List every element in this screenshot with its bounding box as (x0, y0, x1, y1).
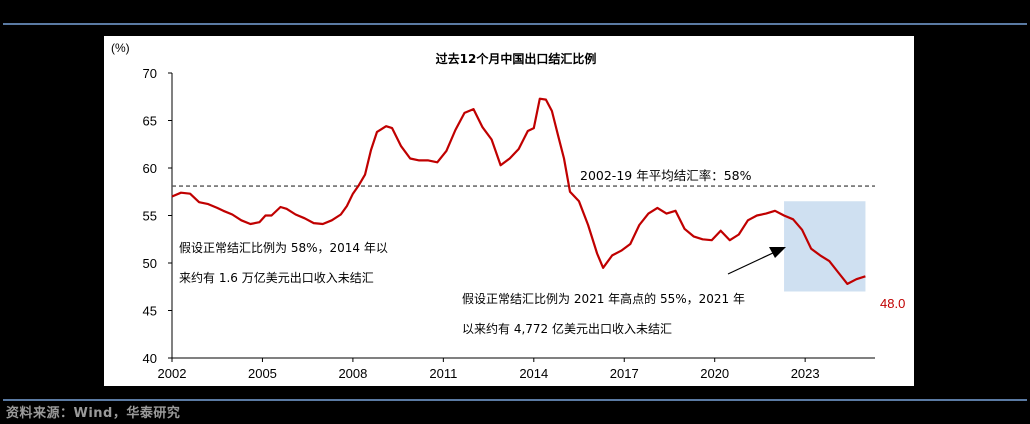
annotation-note-1-line-2: 来约有 1.6 万亿美元出口收入未结汇 (179, 270, 374, 285)
export-settlement-ratio-line (171, 97, 866, 285)
x-tick-label: 2011 (429, 366, 457, 381)
y-tick-label: 45 (143, 304, 157, 319)
y-tick-label: 55 (143, 209, 157, 224)
top-divider (3, 23, 1027, 25)
y-tick-label: 70 (143, 66, 157, 81)
x-tick-label: 2002 (158, 366, 187, 381)
y-tick-label: 65 (143, 114, 157, 129)
x-tick-label: 2017 (610, 366, 639, 381)
annotation-note-2-line-1: 假设正常结汇比例为 2021 年高点的 55%，2021 年 (462, 291, 745, 306)
arrow-annotation (727, 247, 786, 275)
source-note: 资料来源：Wind，华泰研究 (6, 406, 181, 421)
y-tick-label: 50 (143, 256, 157, 271)
x-tick-label: 2005 (248, 366, 277, 381)
highlight-region (784, 201, 866, 292)
x-tick-label: 2023 (791, 366, 820, 381)
y-unit-label: (%) (111, 41, 130, 55)
x-tick-label: 2008 (338, 366, 367, 381)
x-tick-label: 2020 (700, 366, 729, 381)
last-value-label: 48.0 (880, 296, 905, 311)
x-tick-label: 2014 (519, 366, 548, 381)
bottom-divider (3, 399, 1027, 401)
y-tick-label: 60 (143, 161, 157, 176)
annotation-note-1-line-1: 假设正常结汇比例为 58%，2014 年以 (179, 241, 388, 255)
annotation-note-2-line-2: 以来约有 4,772 亿美元出口收入未结汇 (462, 321, 672, 336)
chart-panel (104, 36, 914, 386)
average-line-label: 2002-19 年平均结汇率：58% (580, 168, 752, 183)
y-tick-label: 40 (143, 351, 157, 366)
chart-title: 过去12个月中国出口结汇比例 (436, 51, 597, 66)
axes: 40 45 50 55 60 65 70 2002 2005 2008 2011 2014 2017 20… (143, 66, 875, 381)
arrow-head-icon (769, 247, 786, 258)
